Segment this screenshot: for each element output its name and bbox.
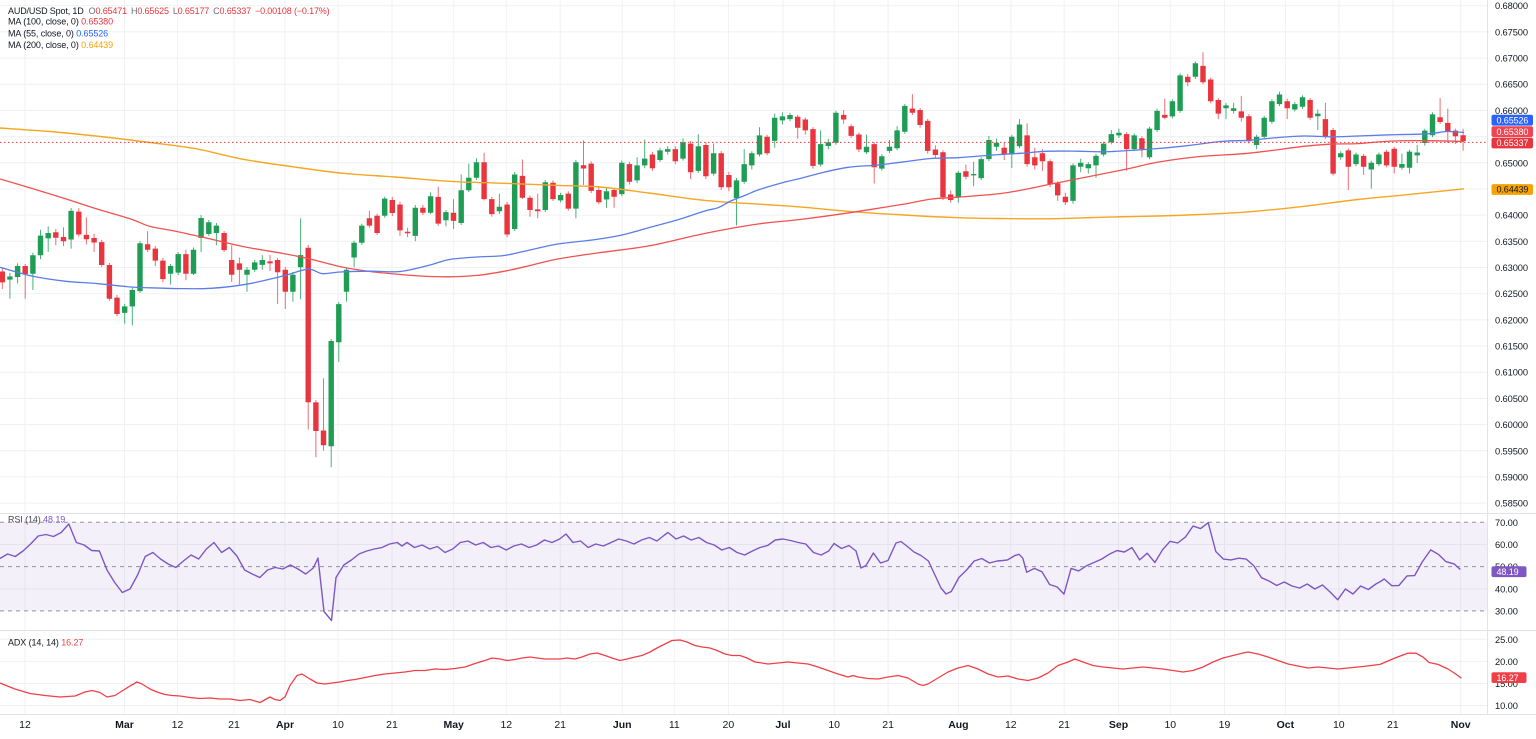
svg-text:21: 21 bbox=[1058, 719, 1070, 731]
svg-text:Sep: Sep bbox=[1109, 719, 1128, 731]
svg-text:20: 20 bbox=[723, 719, 735, 731]
svg-text:0.60500: 0.60500 bbox=[1495, 394, 1528, 404]
svg-text:0.59000: 0.59000 bbox=[1495, 472, 1528, 482]
svg-text:0.63000: 0.63000 bbox=[1495, 263, 1528, 273]
svg-text:12: 12 bbox=[19, 719, 31, 731]
svg-text:0.68000: 0.68000 bbox=[1495, 1, 1528, 11]
svg-text:10: 10 bbox=[1333, 719, 1345, 731]
svg-text:Aug: Aug bbox=[948, 719, 968, 731]
svg-text:0.67500: 0.67500 bbox=[1495, 27, 1528, 37]
svg-text:0.58500: 0.58500 bbox=[1495, 499, 1528, 509]
svg-text:0.65380: 0.65380 bbox=[1497, 127, 1529, 137]
svg-text:25.00: 25.00 bbox=[1495, 635, 1518, 645]
svg-text:70.00: 70.00 bbox=[1495, 518, 1518, 528]
svg-text:12: 12 bbox=[500, 719, 512, 731]
svg-text:30.00: 30.00 bbox=[1495, 606, 1518, 616]
svg-text:0.65526: 0.65526 bbox=[1497, 115, 1529, 125]
svg-text:0.64000: 0.64000 bbox=[1495, 211, 1528, 221]
svg-text:21: 21 bbox=[882, 719, 894, 731]
svg-text:Jul: Jul bbox=[775, 719, 790, 731]
svg-text:0.62000: 0.62000 bbox=[1495, 315, 1528, 325]
svg-text:15.00: 15.00 bbox=[1495, 679, 1518, 689]
svg-text:12: 12 bbox=[172, 719, 184, 731]
svg-text:11: 11 bbox=[669, 719, 680, 731]
svg-text:Apr: Apr bbox=[276, 719, 294, 731]
svg-text:MA (200, close, 0) 0.64439: MA (200, close, 0) 0.64439 bbox=[8, 40, 113, 50]
svg-text:10: 10 bbox=[828, 719, 840, 731]
svg-text:16.27: 16.27 bbox=[1497, 673, 1519, 683]
svg-text:60.00: 60.00 bbox=[1495, 540, 1518, 550]
svg-text:0.65337: 0.65337 bbox=[1497, 138, 1529, 148]
svg-text:Nov: Nov bbox=[1451, 719, 1471, 731]
svg-text:40.00: 40.00 bbox=[1495, 584, 1518, 594]
svg-text:0.61000: 0.61000 bbox=[1495, 368, 1528, 378]
svg-text:20.00: 20.00 bbox=[1495, 657, 1518, 667]
svg-text:0.63500: 0.63500 bbox=[1495, 237, 1528, 247]
svg-text:0.62500: 0.62500 bbox=[1495, 289, 1528, 299]
svg-text:0.59500: 0.59500 bbox=[1495, 446, 1528, 456]
svg-text:0.65000: 0.65000 bbox=[1495, 158, 1528, 168]
svg-text:12: 12 bbox=[1005, 719, 1017, 731]
svg-text:48.19: 48.19 bbox=[1497, 567, 1519, 577]
svg-text:10: 10 bbox=[332, 719, 344, 731]
svg-text:0.64439: 0.64439 bbox=[1497, 185, 1529, 195]
svg-text:21: 21 bbox=[1387, 719, 1399, 731]
svg-text:0.66500: 0.66500 bbox=[1495, 80, 1528, 90]
svg-text:ADX (14, 14) 16.27: ADX (14, 14) 16.27 bbox=[8, 638, 83, 648]
svg-text:21: 21 bbox=[554, 719, 566, 731]
svg-text:Mar: Mar bbox=[115, 719, 134, 731]
svg-text:MA (100, close, 0) 0.65380: MA (100, close, 0) 0.65380 bbox=[8, 17, 113, 27]
svg-text:0.60000: 0.60000 bbox=[1495, 420, 1528, 430]
svg-text:0.61500: 0.61500 bbox=[1495, 342, 1528, 352]
svg-text:21: 21 bbox=[386, 719, 398, 731]
svg-text:10: 10 bbox=[1164, 719, 1176, 731]
svg-text:21: 21 bbox=[228, 719, 240, 731]
svg-text:Oct: Oct bbox=[1277, 719, 1295, 731]
svg-text:0.66000: 0.66000 bbox=[1495, 106, 1528, 116]
svg-text:Jun: Jun bbox=[613, 719, 632, 731]
svg-text:0.67000: 0.67000 bbox=[1495, 54, 1528, 64]
svg-text:MA (55, close, 0) 0.65526: MA (55, close, 0) 0.65526 bbox=[8, 28, 108, 38]
svg-text:19: 19 bbox=[1219, 719, 1231, 731]
svg-text:May: May bbox=[443, 719, 464, 731]
svg-text:10.00: 10.00 bbox=[1495, 701, 1518, 711]
svg-text:RSI (14) 48.19: RSI (14) 48.19 bbox=[8, 515, 65, 525]
